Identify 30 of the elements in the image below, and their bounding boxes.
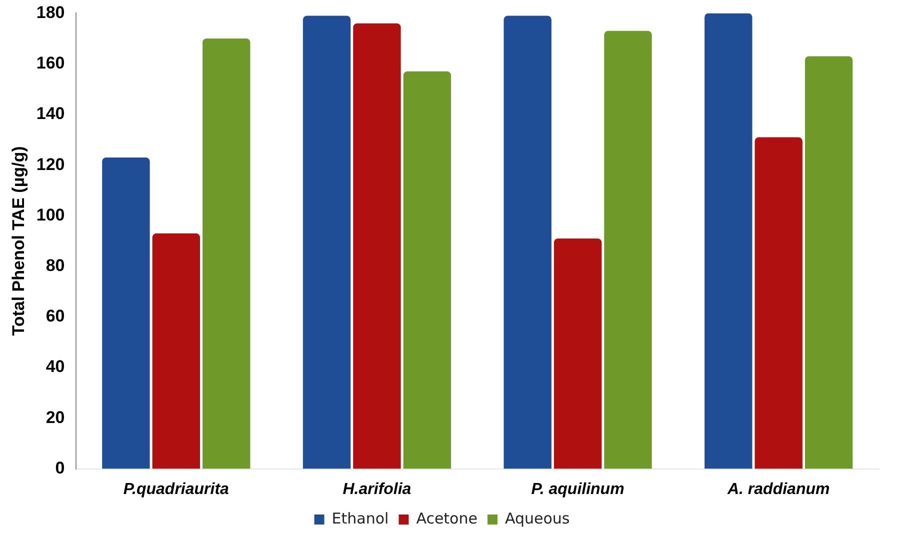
y-tick-label: 20: [46, 408, 65, 427]
bar: [302, 16, 351, 469]
legend-label: Aqueous: [504, 509, 570, 528]
x-tick-label: H.arifolia: [342, 480, 412, 498]
y-tick-label: 80: [46, 256, 65, 275]
x-tick-label: P. aquilinum: [531, 480, 624, 498]
y-tick-label: 180: [36, 2, 65, 22]
bar: [804, 56, 853, 469]
bar: [704, 13, 752, 469]
bar: [604, 30, 652, 469]
bar: [202, 38, 250, 469]
bar: [754, 137, 802, 469]
bar: [554, 238, 602, 469]
bar: [403, 71, 452, 469]
legend-label: Acetone: [416, 509, 478, 528]
y-tick-label: 140: [36, 104, 65, 124]
bar: [353, 23, 401, 469]
x-tick-label: P.quadriaurita: [123, 480, 230, 498]
y-tick-label: 100: [36, 205, 65, 224]
x-tick-label: A. raddianum: [726, 480, 830, 498]
y-tick-label: 160: [36, 54, 65, 73]
bar: [102, 157, 150, 469]
y-tick-label: 120: [36, 154, 65, 174]
y-tick-label: 40: [46, 357, 65, 376]
y-tick-label: 0: [55, 458, 65, 478]
bar: [152, 233, 200, 469]
y-tick-label: 60: [46, 306, 65, 326]
y-axis-title: Total Phenol TAE (µg/g): [8, 146, 28, 336]
legend-label: Ethanol: [332, 509, 389, 528]
bar: [504, 16, 552, 469]
